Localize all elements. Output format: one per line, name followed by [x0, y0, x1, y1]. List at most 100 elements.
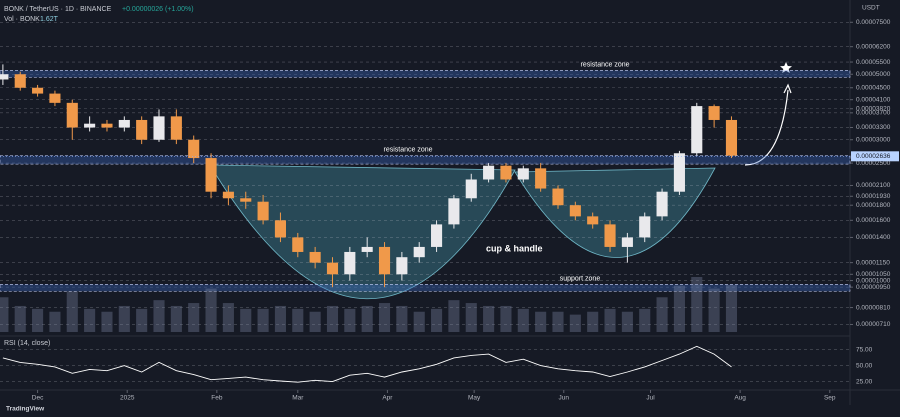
volume-bar: [691, 277, 703, 332]
y-tick-label: 0.00001800: [856, 202, 891, 209]
y-tick-label: 0.00000950: [856, 284, 891, 291]
volume-bar: [708, 288, 720, 332]
zone: [0, 155, 851, 165]
last-price-label: 0.00002636: [856, 153, 891, 160]
volume-bar: [725, 285, 738, 332]
volume-bar: [257, 308, 269, 332]
volume-bar: [136, 308, 148, 332]
rsi-title: RSI (14, close): [4, 340, 50, 347]
x-tick-label: Aug: [734, 395, 746, 402]
candle-body: [32, 87, 44, 94]
volume-bar: [413, 311, 425, 332]
volume-bar: [396, 305, 408, 332]
y-tick-label: 0.00002100: [856, 182, 891, 189]
cup-shape: [209, 164, 516, 300]
volume-bar: [587, 311, 599, 332]
volume-bar: [49, 311, 61, 332]
zone: [0, 70, 851, 78]
volume-bar: [673, 285, 685, 332]
volume-bar: [326, 305, 339, 332]
y-tick-label: 0.00001930: [856, 193, 891, 200]
volume-bar: [361, 305, 373, 332]
x-tick-label: Dec: [32, 395, 44, 402]
brand: TradingView: [6, 406, 45, 413]
y-tick-label: 0.00007500: [856, 19, 891, 26]
last-price-box: [851, 151, 899, 162]
candle-body: [309, 251, 321, 263]
candle-body: [326, 262, 339, 275]
candle-body: [257, 201, 269, 221]
candle-body: [0, 74, 9, 80]
candle-body: [500, 165, 512, 180]
rsi-line: [2, 345, 732, 383]
y-tick-label: 0.00005000: [856, 71, 891, 78]
volume-bar: [274, 305, 286, 332]
handle-shape: [514, 167, 716, 258]
volume-label: Vol · BONK: [4, 16, 40, 23]
candle-body: [431, 224, 443, 247]
candle-body: [378, 246, 391, 275]
y-tick-label: 0.00004100: [856, 96, 891, 103]
y-tick-label: 0.00006200: [856, 43, 891, 50]
candle-body: [691, 106, 703, 154]
candle-body: [396, 257, 408, 275]
volume-bar: [66, 291, 78, 332]
y-tick-label: 0.00003000: [856, 136, 891, 143]
candle-body: [708, 106, 720, 120]
candle-body: [517, 168, 529, 180]
candle-body: [621, 237, 633, 247]
arrow-head: [783, 83, 792, 94]
y-tick-label: 0.00003700: [856, 110, 891, 117]
volume-bar: [378, 303, 391, 332]
zone: [0, 284, 851, 292]
volume-bar: [153, 300, 165, 332]
volume-bar: [101, 311, 113, 332]
volume-bar: [84, 308, 96, 332]
candle-body: [153, 116, 165, 140]
y-tick-label: 0.00001600: [856, 217, 891, 224]
candle-body: [344, 251, 356, 275]
volume-bar: [639, 308, 651, 332]
candle-body: [240, 198, 252, 202]
x-tick-label: May: [468, 395, 481, 402]
x-tick-label: Jun: [559, 395, 570, 402]
volume-bar: [483, 305, 495, 332]
volume-bar: [240, 308, 252, 332]
candle-body: [535, 168, 547, 189]
y-tick-label: 0.00001150: [856, 259, 890, 266]
volume-bar: [0, 297, 9, 332]
candle-body: [604, 224, 616, 247]
y-tick-label: 0.00001000: [856, 277, 891, 284]
volume-bar: [14, 305, 26, 332]
currency: USDT: [862, 5, 880, 12]
candle-body: [170, 116, 182, 140]
price-change: +0.00000026 (+1.00%): [122, 6, 194, 13]
x-tick-label: Apr: [382, 395, 393, 402]
volume-bar: [621, 311, 633, 332]
volume-bar: [118, 305, 130, 332]
candle-body: [136, 119, 148, 140]
volume-bar: [32, 308, 44, 332]
candle-body: [66, 102, 78, 128]
y-tick-label: 0.00003820: [856, 105, 891, 112]
y-tick-label: 0.00001050: [856, 271, 891, 278]
zone-label: resistance zone: [580, 61, 629, 68]
candle-body: [14, 74, 26, 88]
y-tick-label: 0.00000710: [856, 321, 891, 328]
x-tick-label: Sep: [824, 395, 836, 402]
volume-bar: [500, 305, 512, 332]
volume-bar: [656, 297, 668, 332]
volume-bar: [309, 311, 321, 332]
candle-body: [205, 158, 217, 192]
candle-body: [413, 246, 425, 258]
rsi-tick-label: 25.00: [856, 378, 873, 385]
candle-body: [725, 119, 738, 156]
y-tick-label: 0.00003300: [856, 124, 891, 131]
candle-body: [101, 123, 113, 128]
zone-label: resistance zone: [383, 146, 432, 153]
y-tick-label: 0.00002500: [856, 160, 891, 167]
volume-bar: [222, 303, 234, 332]
volume-bar: [170, 305, 182, 332]
